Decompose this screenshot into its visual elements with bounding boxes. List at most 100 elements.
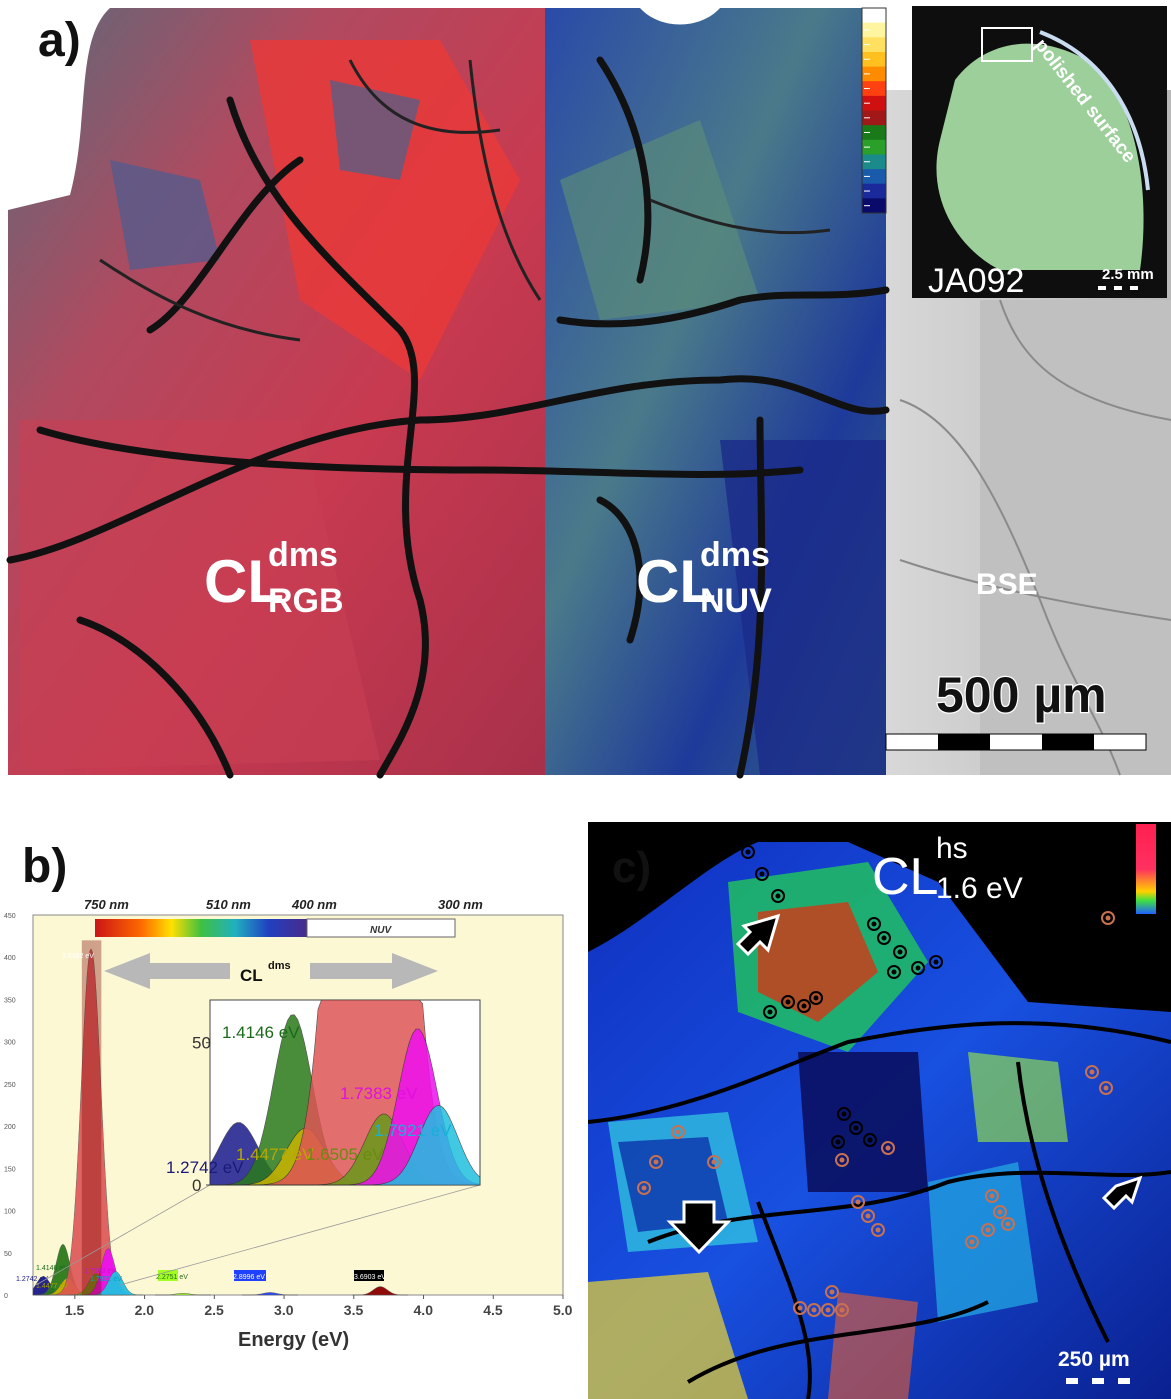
peak-6 (87, 1271, 144, 1296)
red-zone (758, 902, 878, 1022)
scale-bar (1066, 1378, 1130, 1384)
x-tick-label: 4.0 (414, 1302, 434, 1318)
blue-zone (110, 160, 220, 270)
y-tick-label: 250 (4, 1082, 16, 1089)
analysis-spot-center (839, 1157, 845, 1163)
peak-marker (158, 1270, 178, 1281)
colorbar-step (862, 110, 886, 126)
analysis-spot-center (797, 1305, 803, 1311)
colorbar-step (862, 169, 886, 185)
analysis-spot-center (853, 1125, 859, 1131)
inset-y-tick-label: 0 (192, 1176, 201, 1195)
x-tick-label: 1.5 (65, 1302, 85, 1318)
cl-dms-sup: dms (268, 960, 291, 972)
inset-sample-label: JA092 (928, 262, 1024, 300)
y-tick-label: 300 (4, 1040, 16, 1047)
colorbar-step (862, 154, 886, 170)
analysis-spot (671, 1125, 685, 1139)
analysis-spot-center (785, 999, 791, 1005)
inset-peak-label: 1.4477 eV (236, 1145, 314, 1164)
analysis-spot (981, 1223, 995, 1237)
analysis-spot-center (891, 969, 897, 975)
analysis-spot-center (989, 1193, 995, 1199)
cl-nuv-sub: NUV (700, 582, 772, 620)
analysis-spot (929, 955, 943, 969)
analysis-spot-center (839, 1307, 845, 1313)
colorbar-step (862, 81, 886, 97)
analysis-spot-center (841, 1111, 847, 1117)
cl-hs-sup: hs (936, 832, 968, 865)
x-tick-label: 5.0 (553, 1302, 573, 1318)
scale-bar-label: 250 µm (1058, 1348, 1130, 1371)
analysis-spot-center (867, 1137, 873, 1143)
analysis-spot-center (897, 949, 903, 955)
scale-bar (885, 733, 1147, 751)
analysis-spot (893, 945, 907, 959)
analysis-spot (851, 1195, 865, 1209)
analysis-spot-center (997, 1209, 1003, 1215)
colorbar-step (862, 125, 886, 141)
panel-b-chart: b) NUV 750 nm 510 nm 400 nm 300 nm CL dm… (4, 840, 573, 1351)
fine-fractures (99, 59, 831, 342)
analysis-spots (637, 845, 1115, 1317)
analysis-spot (965, 1235, 979, 1249)
y-tick-label: 400 (4, 955, 16, 962)
analysis-spot-center (711, 1159, 717, 1165)
inset-roi-box (981, 27, 1033, 62)
analysis-spot-center (865, 1213, 871, 1219)
panel-a-figure: JA092 2.5 mm polished surface a) CL dms … (6, 6, 1171, 779)
analysis-spot-center (653, 1159, 659, 1165)
y-axis: 0 50 100 150 200 250 300 350 400 450 (4, 913, 16, 1300)
small-peak-label: 2.2751 eV (156, 1274, 188, 1281)
analysis-spot (793, 1301, 807, 1315)
analysis-spot (781, 995, 795, 1009)
small-peak-label: 1.4146 eV (36, 1265, 68, 1272)
inset-peak-6 (210, 1105, 481, 1186)
small-peak-label: 3.6903 eV (354, 1274, 386, 1281)
analysis-spot-center (915, 965, 921, 971)
arrow-icon (666, 1200, 732, 1255)
inset-peak-label: 1.7383 eV (340, 1084, 418, 1103)
arrow-icon (1101, 1175, 1143, 1211)
cl-rgb-sup: dms (268, 536, 338, 574)
inset-peak-label: 1.2742 eV (166, 1158, 244, 1177)
y-tick-label: 350 (4, 997, 16, 1004)
colorbar (861, 7, 887, 214)
panel-b-letter: b) (22, 840, 67, 893)
peak-marker (234, 1270, 266, 1281)
x-tick-label: 4.5 (483, 1302, 503, 1318)
cl-rgb-label: CL (204, 548, 284, 615)
yellow-zone (588, 1272, 748, 1399)
analysis-spot-center (675, 1129, 681, 1135)
colorbar-step (862, 95, 886, 111)
zoned-crystal (20, 420, 380, 770)
zoom-inset: 0 50 1.4146 eV 1.7383 eV 1.7921 eV 1.4477 eV1… (166, 999, 481, 1195)
cl-hs-label: CL (872, 848, 938, 906)
peak-9 (352, 1286, 409, 1296)
analysis-spot (821, 1303, 835, 1317)
analysis-spot-center (745, 849, 751, 855)
analysis-spot (877, 931, 891, 945)
colorbar-step (862, 8, 886, 24)
analysis-spot-center (811, 1307, 817, 1313)
analysis-spot (985, 1189, 999, 1203)
analysis-spot (649, 1155, 663, 1169)
colorbar-step (862, 66, 886, 82)
analysis-spot (741, 845, 755, 859)
analysis-spot (771, 889, 785, 903)
analysis-spot (867, 917, 881, 931)
analysis-spot-center (1105, 915, 1111, 921)
y-tick-label: 150 (4, 1166, 16, 1173)
crystal-core (330, 80, 420, 180)
inset-peak-label: 1.7921 eV (374, 1121, 452, 1140)
colorbar-step (862, 139, 886, 155)
small-peak-label: 1.7383 eV (84, 1268, 116, 1275)
analysis-spot (835, 1303, 849, 1317)
analysis-spot-center (855, 1199, 861, 1205)
analysis-spot-center (1103, 1085, 1109, 1091)
inset-peak-label: 1.6505 eV (306, 1145, 384, 1164)
colorbar-step (862, 51, 886, 68)
analysis-spot (871, 1223, 885, 1237)
analysis-spot-center (775, 893, 781, 899)
analysis-spot (861, 1209, 875, 1223)
